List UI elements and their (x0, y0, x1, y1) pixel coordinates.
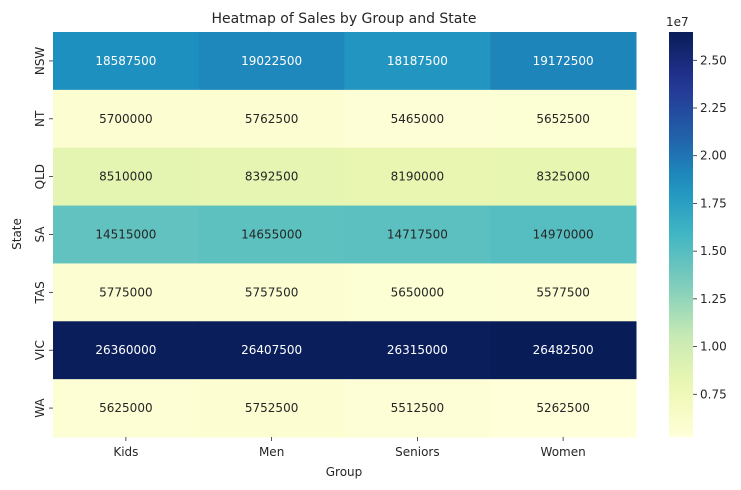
y-tick-label: QLD (33, 164, 47, 189)
cell-value-label: 5752500 (245, 401, 298, 415)
colorbar-tick-label: 1.25 (700, 292, 727, 306)
heatmap-cell-sa-kids (53, 205, 200, 264)
heatmap-cell-nt-men (198, 89, 345, 149)
heatmap-cell-nsw-men (198, 32, 345, 91)
cell-value-label: 14717500 (387, 228, 448, 242)
x-axis: Kids Men Seniors Women (113, 437, 586, 459)
cell-value-label: 26407500 (241, 343, 302, 357)
cell-value-label: 8190000 (391, 170, 444, 184)
cell-value-label: 14970000 (533, 228, 594, 242)
heatmap-cell-qld-seniors (344, 147, 491, 207)
x-tick-label: Women (541, 445, 586, 459)
colorbar-tick-label: 0.75 (700, 387, 727, 401)
cell-value-label: 19172500 (533, 54, 594, 68)
cell-value-label: 5775000 (99, 285, 152, 299)
y-tick-label: TAS (33, 281, 47, 304)
cell-value-label: 8392500 (245, 170, 298, 184)
cell-value-label: 19022500 (241, 54, 302, 68)
cell-value-label: 5577500 (536, 285, 589, 299)
heatmap-cell-wa-seniors (344, 379, 491, 438)
heatmap-cell-qld-men (198, 147, 345, 207)
heatmap-cell-sa-seniors (344, 205, 491, 264)
heatmap-cell-tas-women (490, 263, 637, 322)
heatmap-cell-tas-men (198, 263, 345, 322)
heatmap-cell-vic-men (198, 321, 345, 380)
heatmap-cell-sa-women (490, 205, 637, 264)
colorbar-tick-label: 2.25 (700, 101, 727, 115)
colorbar-tick-label: 1.50 (700, 244, 727, 258)
heatmap-cell-nsw-kids (53, 32, 200, 91)
heatmap-cell-tas-seniors (344, 263, 491, 322)
y-tick-label: SA (33, 226, 47, 243)
chart-title: Heatmap of Sales by Group and State (212, 11, 477, 27)
x-tick-label: Seniors (395, 445, 439, 459)
colorbar-tick-label: 2.50 (700, 53, 727, 67)
heatmap-cell-sa-men (198, 205, 345, 264)
heatmap-cell-wa-women (490, 379, 637, 438)
cell-value-label: 5262500 (536, 401, 589, 415)
cell-value-label: 8325000 (536, 170, 589, 184)
heatmap-cell-wa-kids (53, 379, 200, 438)
y-tick-label: WA (33, 398, 47, 418)
cell-value-label: 14515000 (95, 228, 156, 242)
heatmap-cell-nt-kids (53, 89, 200, 149)
heatmap-cell-tas-kids (53, 263, 200, 322)
colorbar-tick-label: 1.00 (700, 340, 727, 354)
cell-value-label: 26482500 (533, 343, 594, 357)
colorbar-tick-label: 2.00 (700, 149, 727, 163)
colorbar: 1e7 (666, 15, 693, 437)
heatmap-cell-vic-seniors (344, 321, 491, 380)
colorbar-ticks: 0.75 1.00 1.25 1.50 1.75 2.00 2.25 2.50 (693, 53, 727, 401)
heatmap-cell-nsw-women (490, 32, 637, 91)
heatmap-cell-qld-women (490, 147, 637, 207)
cell-value-label: 5625000 (99, 401, 152, 415)
cell-value-label: 5762500 (245, 112, 298, 126)
heatmap-cell-vic-women (490, 321, 637, 380)
heatmap-cell-wa-men (198, 379, 345, 438)
heatmap-cell-vic-kids (53, 321, 200, 380)
heatmap-cell-nt-women (490, 89, 637, 149)
cell-value-label: 5465000 (391, 112, 444, 126)
cell-value-labels: 18587500 19022500 18187500 19172500 5700000 5… (95, 54, 593, 415)
heatmap-cells (53, 32, 637, 438)
colorbar-tick-label: 1.75 (700, 196, 727, 210)
x-tick-label: Kids (113, 445, 138, 459)
x-tick-label: Men (259, 445, 284, 459)
x-axis-title: Group (326, 465, 363, 479)
y-axis: NSW NT QLD SA TAS VIC WA (33, 47, 53, 418)
y-tick-label: NSW (33, 47, 47, 76)
cell-value-label: 5700000 (99, 112, 152, 126)
y-tick-label: VIC (33, 340, 47, 360)
y-tick-label: NT (33, 110, 47, 127)
cell-value-label: 5512500 (391, 401, 444, 415)
cell-value-label: 5757500 (245, 285, 298, 299)
cell-value-label: 8510000 (99, 170, 152, 184)
cell-value-label: 5652500 (536, 112, 589, 126)
colorbar-gradient (669, 32, 693, 437)
colorbar-scale-label: 1e7 (666, 15, 689, 29)
cell-value-label: 26315000 (387, 343, 448, 357)
cell-value-label: 5650000 (391, 285, 444, 299)
cell-value-label: 26360000 (95, 343, 156, 357)
heatmap-cell-nt-seniors (344, 89, 491, 149)
cell-value-label: 14655000 (241, 228, 302, 242)
heatmap-cell-nsw-seniors (344, 32, 491, 91)
cell-value-label: 18587500 (95, 54, 156, 68)
y-axis-title: State (10, 218, 24, 250)
cell-value-label: 18187500 (387, 54, 448, 68)
heatmap-cell-qld-kids (53, 147, 200, 207)
